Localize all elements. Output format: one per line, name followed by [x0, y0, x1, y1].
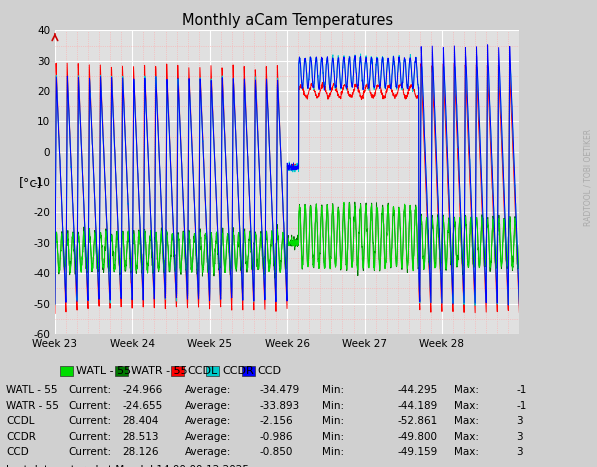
Text: -33.893: -33.893	[260, 401, 300, 410]
Text: 3: 3	[516, 447, 523, 457]
Text: -49.159: -49.159	[397, 447, 437, 457]
Text: 28.404: 28.404	[122, 416, 159, 426]
Text: 28.126: 28.126	[122, 447, 159, 457]
Text: Min:: Min:	[322, 432, 344, 441]
Text: Max:: Max:	[454, 432, 479, 441]
Text: Max:: Max:	[454, 401, 479, 410]
Text: Min:: Min:	[322, 416, 344, 426]
Text: WATR - 55: WATR - 55	[6, 401, 59, 410]
Text: WATL - 55: WATL - 55	[76, 366, 131, 376]
Text: Average:: Average:	[185, 401, 232, 410]
Text: -44.295: -44.295	[397, 385, 437, 395]
Text: 3: 3	[516, 416, 523, 426]
Text: Current:: Current:	[69, 416, 112, 426]
Text: -44.189: -44.189	[397, 401, 437, 410]
Text: -0.850: -0.850	[260, 447, 293, 457]
Text: Current:: Current:	[69, 447, 112, 457]
Text: -34.479: -34.479	[260, 385, 300, 395]
Text: -24.655: -24.655	[122, 401, 162, 410]
Text: Average:: Average:	[185, 432, 232, 441]
Text: -1: -1	[516, 401, 527, 410]
Text: Current:: Current:	[69, 432, 112, 441]
Text: Last data entered at Mon Jul 14 00:00:12 2025.: Last data entered at Mon Jul 14 00:00:12…	[6, 465, 253, 467]
Text: RADTOOL / TOBI OETIKER: RADTOOL / TOBI OETIKER	[583, 129, 593, 226]
Text: Max:: Max:	[454, 447, 479, 457]
Text: Max:: Max:	[454, 416, 479, 426]
Text: CCDR: CCDR	[223, 366, 254, 376]
Text: CCDL: CCDL	[6, 416, 35, 426]
Text: -49.800: -49.800	[397, 432, 437, 441]
Text: Max:: Max:	[454, 385, 479, 395]
Text: Average:: Average:	[185, 447, 232, 457]
Text: CCDR: CCDR	[6, 432, 36, 441]
Text: CCD: CCD	[6, 447, 29, 457]
Text: 28.513: 28.513	[122, 432, 159, 441]
Text: -2.156: -2.156	[260, 416, 293, 426]
Text: Min:: Min:	[322, 401, 344, 410]
Text: 3: 3	[516, 432, 523, 441]
Text: Current:: Current:	[69, 385, 112, 395]
Text: CCDL: CCDL	[187, 366, 217, 376]
Text: CCD: CCD	[258, 366, 282, 376]
Text: Min:: Min:	[322, 447, 344, 457]
Text: Average:: Average:	[185, 385, 232, 395]
Text: -0.986: -0.986	[260, 432, 293, 441]
Text: -24.966: -24.966	[122, 385, 162, 395]
Text: -52.861: -52.861	[397, 416, 437, 426]
Text: Min:: Min:	[322, 385, 344, 395]
Title: Monthly aCam Temperatures: Monthly aCam Temperatures	[181, 13, 393, 28]
Text: WATR - 55: WATR - 55	[131, 366, 188, 376]
Text: WATL - 55: WATL - 55	[6, 385, 57, 395]
Text: Current:: Current:	[69, 401, 112, 410]
Y-axis label: [°c]: [°c]	[19, 176, 42, 189]
Text: Average:: Average:	[185, 416, 232, 426]
Text: -1: -1	[516, 385, 527, 395]
